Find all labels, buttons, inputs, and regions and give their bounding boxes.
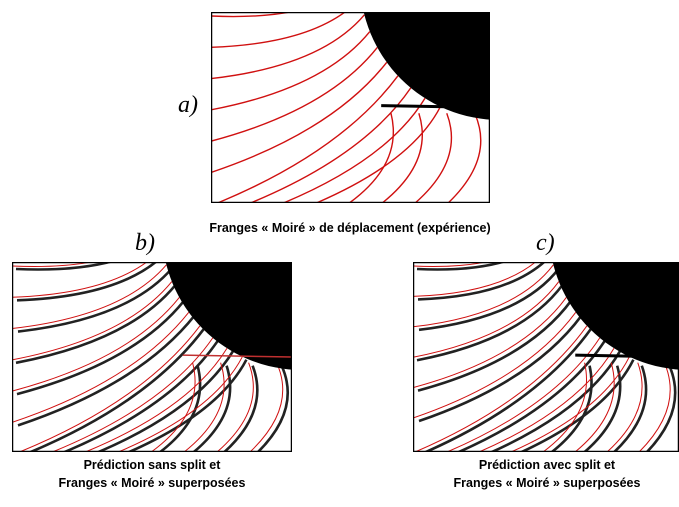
fringe-image bbox=[413, 262, 679, 452]
panel-label: a) bbox=[178, 92, 198, 118]
fringe bbox=[12, 281, 173, 361]
fringe bbox=[413, 264, 554, 328]
fringe bbox=[283, 97, 426, 203]
fringe bbox=[12, 297, 180, 392]
fringe bbox=[12, 262, 148, 298]
predicted-fringe bbox=[16, 262, 158, 302]
fringe bbox=[150, 362, 196, 452]
image-border bbox=[211, 12, 490, 203]
panel-label: b) bbox=[135, 230, 155, 256]
fringe bbox=[413, 262, 488, 267]
predicted-fringe bbox=[416, 283, 564, 362]
fringe bbox=[118, 356, 243, 452]
fringe bbox=[211, 12, 294, 18]
predicted-fringe bbox=[95, 350, 235, 452]
predicted-fringe bbox=[125, 359, 248, 452]
fringe bbox=[12, 264, 167, 330]
fringe bbox=[211, 31, 371, 111]
predicted-fringe bbox=[27, 328, 205, 452]
fringe bbox=[638, 362, 671, 452]
predicted-fringe bbox=[582, 365, 622, 452]
predicted-fringe bbox=[157, 365, 202, 452]
predicted-fringe bbox=[17, 266, 174, 333]
fringe bbox=[211, 14, 365, 80]
hole bbox=[165, 262, 292, 370]
fringe bbox=[216, 362, 254, 452]
fringe bbox=[413, 262, 537, 297]
fringe bbox=[348, 113, 395, 203]
fringe bbox=[52, 337, 214, 452]
fringe bbox=[85, 347, 228, 452]
fringe bbox=[414, 325, 588, 452]
predicted-fringe bbox=[612, 365, 648, 452]
caption: Franges « Moiré » superposées bbox=[454, 476, 641, 490]
fringe bbox=[211, 12, 347, 48]
fringe bbox=[413, 311, 577, 419]
fringe bbox=[211, 47, 378, 142]
fringe bbox=[414, 112, 453, 203]
fringe bbox=[211, 61, 388, 174]
fringe bbox=[510, 356, 630, 452]
fringe-image bbox=[12, 262, 292, 452]
hole bbox=[363, 12, 490, 120]
fringe bbox=[12, 311, 190, 423]
fringe bbox=[381, 113, 423, 203]
fringe-image bbox=[211, 12, 490, 203]
predicted-fringe bbox=[417, 299, 573, 392]
predicted-fringe bbox=[418, 314, 583, 423]
caption: Prédiction sans split et bbox=[84, 458, 222, 472]
fringe bbox=[250, 87, 412, 203]
predicted-fringe bbox=[17, 314, 196, 427]
fringe bbox=[249, 362, 284, 452]
predicted-fringe bbox=[61, 340, 219, 452]
caption: Franges « Moiré » de déplacement (expéri… bbox=[209, 221, 490, 235]
predicted-fringe bbox=[455, 340, 606, 452]
fringe bbox=[574, 362, 615, 452]
predicted-fringe bbox=[549, 365, 593, 452]
fringe bbox=[413, 297, 567, 389]
predicted-fringe bbox=[222, 365, 259, 452]
predicted-fringe bbox=[488, 350, 622, 452]
predicted-fringe bbox=[16, 299, 186, 396]
predicted-fringe bbox=[418, 267, 561, 332]
crack bbox=[182, 354, 292, 358]
predicted-fringe bbox=[15, 283, 177, 365]
fringe bbox=[606, 362, 643, 452]
panel-label: c) bbox=[536, 230, 555, 256]
fringe bbox=[316, 106, 442, 203]
crack bbox=[575, 353, 679, 359]
predicted-fringe bbox=[645, 365, 677, 452]
fringe bbox=[183, 362, 225, 452]
caption: Franges « Moiré » superposées bbox=[59, 476, 246, 490]
fringe bbox=[19, 325, 201, 452]
image-border bbox=[12, 262, 292, 452]
fringe bbox=[413, 281, 560, 358]
fringe bbox=[447, 112, 482, 203]
predicted-fringe bbox=[518, 359, 635, 452]
fringe bbox=[542, 362, 588, 452]
hole bbox=[552, 262, 679, 370]
fringe bbox=[12, 262, 94, 267]
fringe bbox=[478, 347, 615, 452]
predicted-fringe bbox=[422, 328, 593, 452]
caption: Prédiction avec split et bbox=[479, 458, 616, 472]
predicted-fringe bbox=[417, 262, 546, 301]
crack bbox=[381, 104, 490, 109]
predicted-fringe bbox=[191, 365, 232, 452]
predicted-fringe bbox=[256, 365, 289, 452]
fringe bbox=[217, 75, 399, 203]
